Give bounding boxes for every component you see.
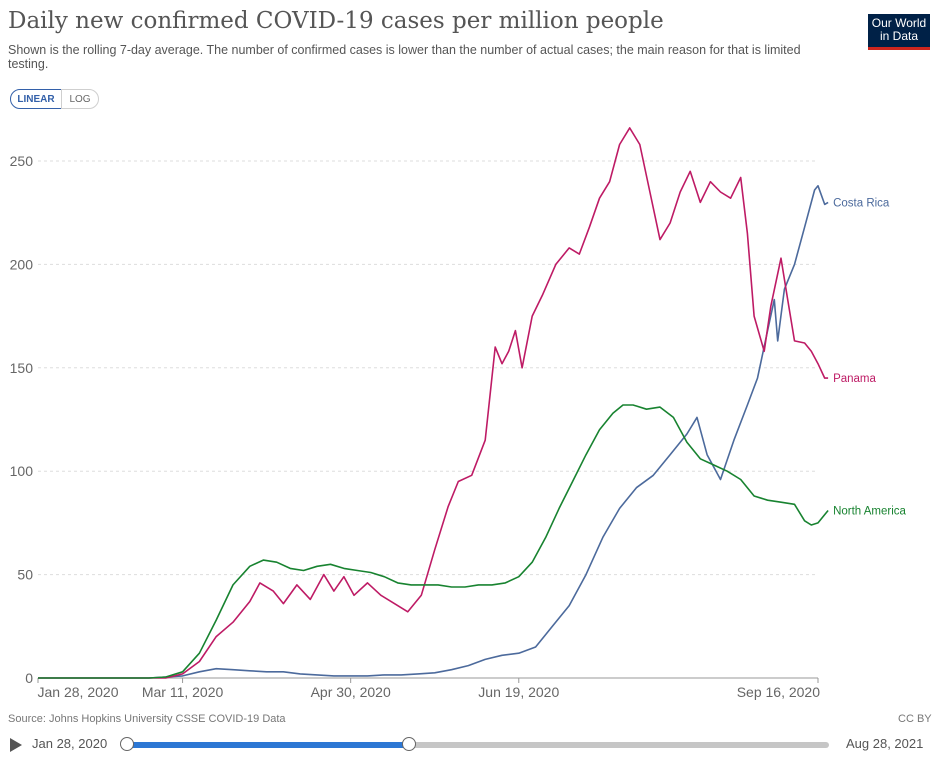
y-tick-label: 0 bbox=[25, 670, 33, 686]
timeline-start-handle[interactable] bbox=[120, 737, 134, 751]
series-labels: Costa Rica Panama North America bbox=[833, 197, 906, 517]
series-line-costa-rica[interactable] bbox=[38, 185, 829, 679]
x-tick-label: Jun 19, 2020 bbox=[478, 684, 559, 700]
timeline-selected-range bbox=[127, 742, 409, 748]
source-note[interactable]: Source: Johns Hopkins University CSSE CO… bbox=[8, 713, 286, 725]
y-tick-label: 200 bbox=[10, 256, 34, 272]
chart-subtitle: Shown is the rolling 7-day average. The … bbox=[8, 43, 801, 71]
series-line-panama[interactable] bbox=[38, 127, 829, 679]
x-tick-label: Mar 11, 2020 bbox=[142, 684, 224, 700]
y-axis-ticks: 0 50 100 150 200 250 bbox=[10, 153, 34, 686]
y-tick-label: 100 bbox=[10, 463, 34, 479]
series-label-north-america[interactable]: North America bbox=[833, 505, 906, 517]
play-icon[interactable] bbox=[10, 738, 22, 752]
timeline-track[interactable] bbox=[127, 742, 829, 748]
x-axis-ticks: Jan 28, 2020 Mar 11, 2020 Apr 30, 2020 Jun … bbox=[37, 678, 821, 700]
timeline-start-label: Jan 28, 2020 bbox=[32, 736, 108, 751]
timeline-slider: Jan 28, 2020 Aug 28, 2021 bbox=[0, 730, 938, 761]
series-lines bbox=[38, 127, 829, 679]
owid-logo[interactable]: Our World in Data bbox=[868, 14, 930, 50]
license-link[interactable]: CC BY bbox=[898, 713, 932, 725]
logo-line-1: Our World bbox=[871, 16, 927, 30]
timeline-end-label: Aug 28, 2021 bbox=[846, 736, 924, 751]
logo-line-2: in Data bbox=[879, 29, 919, 43]
chart-title: Daily new confirmed COVID-19 cases per m… bbox=[8, 8, 664, 34]
x-tick-label: Sep 16, 2020 bbox=[737, 684, 821, 700]
y-tick-label: 50 bbox=[17, 567, 33, 583]
y-tick-label: 150 bbox=[10, 360, 34, 376]
series-line-north-america[interactable] bbox=[38, 404, 829, 679]
x-tick-label: Apr 30, 2020 bbox=[311, 684, 391, 700]
line-chart: 0 50 100 150 200 250 Jan 28, 2020 Mar 11, 2020… bbox=[10, 127, 907, 700]
x-tick-label: Jan 28, 2020 bbox=[38, 684, 119, 700]
log-scale-button[interactable]: LOG bbox=[61, 89, 99, 109]
y-tick-label: 250 bbox=[10, 153, 34, 169]
series-label-costa-rica[interactable]: Costa Rica bbox=[833, 197, 890, 209]
grid-lines bbox=[38, 160, 818, 679]
timeline-end-handle[interactable] bbox=[401, 737, 416, 751]
series-label-panama[interactable]: Panama bbox=[833, 373, 876, 385]
